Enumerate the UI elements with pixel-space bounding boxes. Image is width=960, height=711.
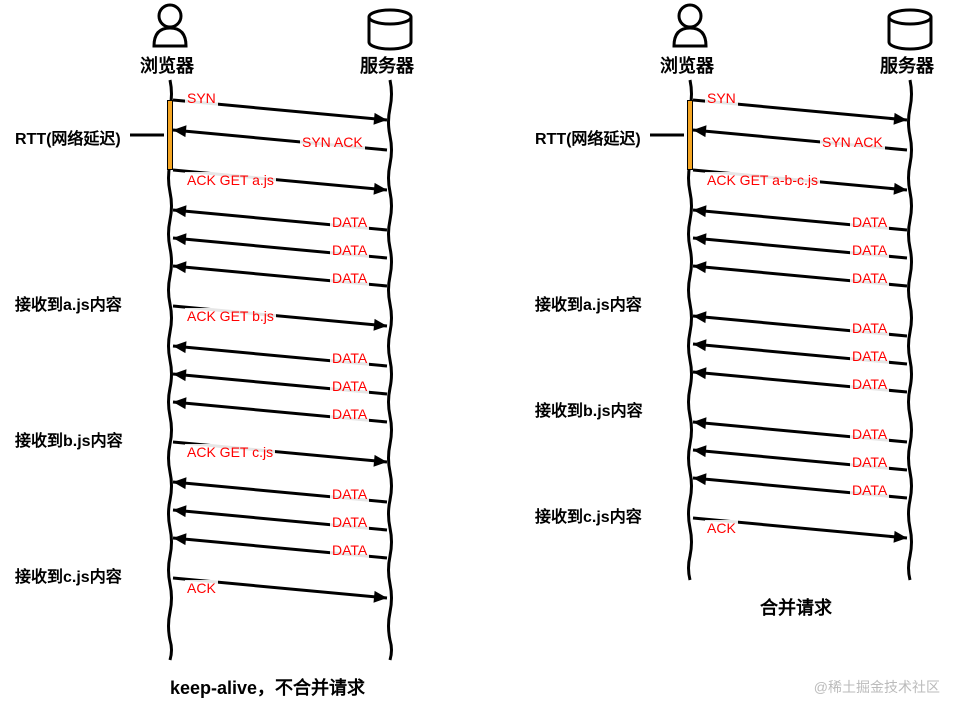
left-msg-14: ACK — [185, 580, 218, 596]
watermark: @稀土掘金技术社区 — [814, 677, 940, 697]
right-msg-10: DATA — [850, 454, 889, 470]
left-msg-2: ACK GET a.js — [185, 172, 276, 188]
left-msg-7: DATA — [330, 350, 369, 366]
left-msg-1: SYN ACK — [300, 134, 365, 150]
left-rtt-label: RTT(网络延迟) — [15, 125, 121, 149]
left-server-label: 服务器 — [360, 52, 414, 78]
right-msg-8: DATA — [850, 376, 889, 392]
right-rtt-bar — [687, 100, 693, 170]
left-msg-3: DATA — [330, 214, 369, 230]
left-msg-9: DATA — [330, 406, 369, 422]
right-msg-4: DATA — [850, 242, 889, 258]
left-msg-13: DATA — [330, 542, 369, 558]
right-rtt-label: RTT(网络延迟) — [535, 125, 641, 149]
right-msg-0: SYN — [705, 90, 738, 106]
right-recv-1: 接收到b.js内容 — [535, 397, 643, 421]
right-msg-6: DATA — [850, 320, 889, 336]
right-msg-11: DATA — [850, 482, 889, 498]
left-rtt-bar — [167, 100, 173, 170]
right-caption: 合并请求 — [760, 594, 832, 620]
left-browser-label: 浏览器 — [140, 52, 194, 78]
right-msg-2: ACK GET a-b-c.js — [705, 172, 820, 188]
right-recv-0: 接收到a.js内容 — [535, 291, 642, 315]
left-msg-11: DATA — [330, 486, 369, 502]
right-recv-2: 接收到c.js内容 — [535, 503, 642, 527]
right-msg-3: DATA — [850, 214, 889, 230]
left-recv-2: 接收到c.js内容 — [15, 563, 122, 587]
left-msg-10: ACK GET c.js — [185, 444, 275, 460]
left-msg-8: DATA — [330, 378, 369, 394]
left-msg-0: SYN — [185, 90, 218, 106]
left-msg-4: DATA — [330, 242, 369, 258]
right-msg-9: DATA — [850, 426, 889, 442]
left-msg-12: DATA — [330, 514, 369, 530]
right-msg-1: SYN ACK — [820, 134, 885, 150]
right-browser-label: 浏览器 — [660, 52, 714, 78]
right-msg-7: DATA — [850, 348, 889, 364]
right-msg-5: DATA — [850, 270, 889, 286]
left-msg-6: ACK GET b.js — [185, 308, 276, 324]
left-recv-0: 接收到a.js内容 — [15, 291, 122, 315]
right-msg-12: ACK — [705, 520, 738, 536]
left-msg-5: DATA — [330, 270, 369, 286]
left-caption: keep-alive，不合并请求 — [170, 674, 365, 700]
right-server-label: 服务器 — [880, 52, 934, 78]
left-recv-1: 接收到b.js内容 — [15, 427, 123, 451]
